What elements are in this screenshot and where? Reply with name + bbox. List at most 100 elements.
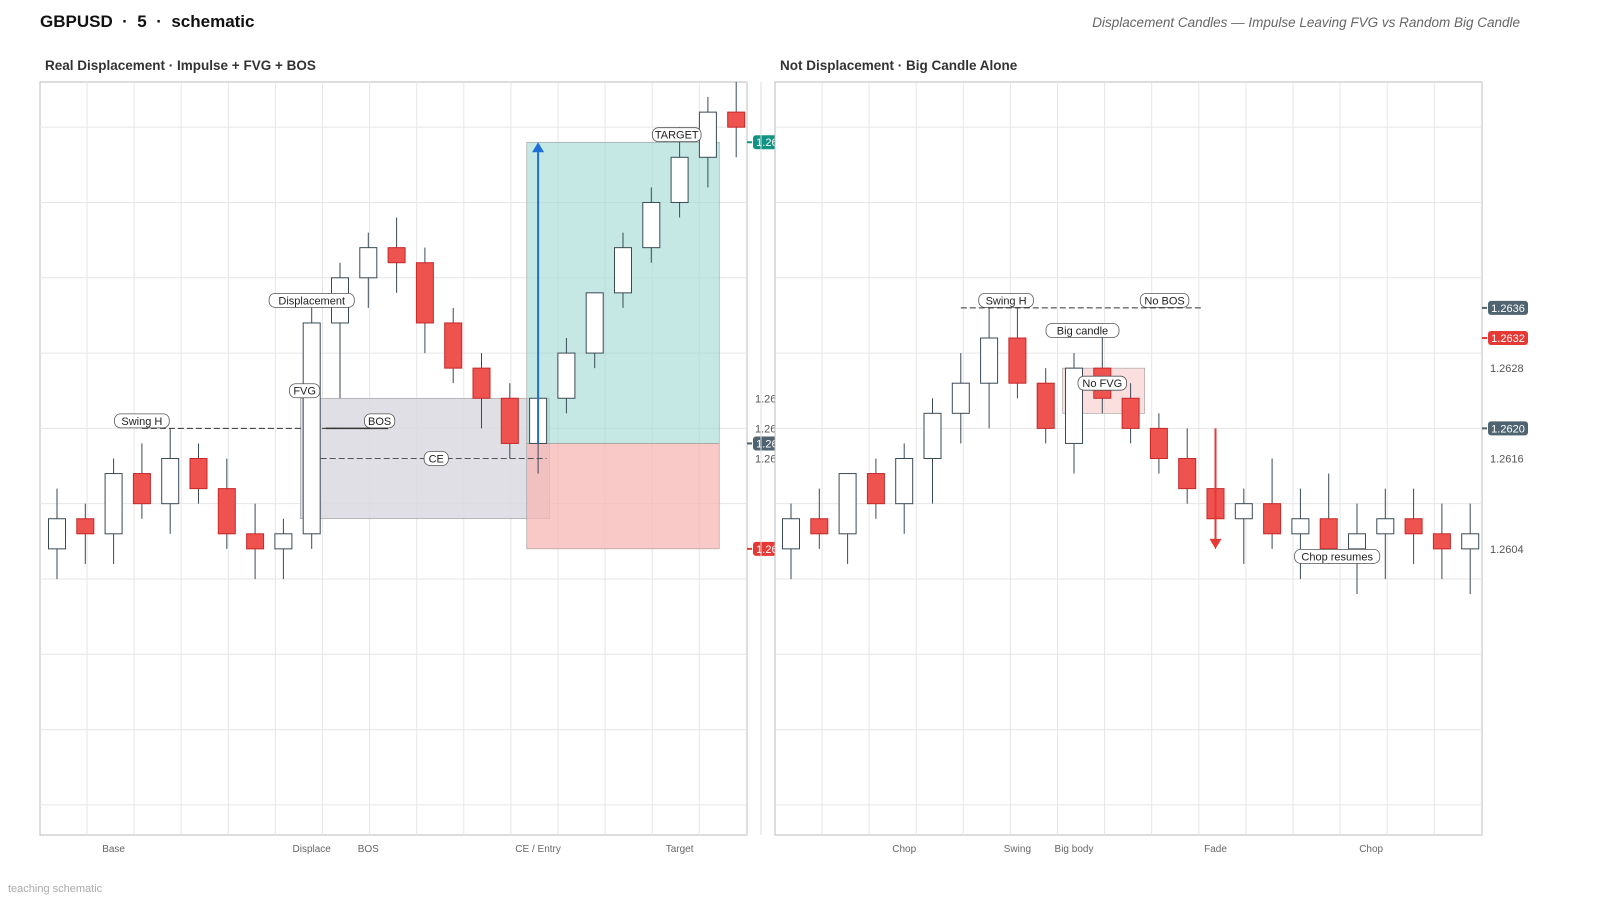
candle-bull	[670, 156, 689, 203]
annotation-label: Displacement	[278, 295, 345, 307]
candle-bear	[472, 367, 491, 399]
candle-bull	[1376, 518, 1395, 535]
price-badge	[1488, 421, 1528, 436]
panel-1: Real Displacement · Impulse + FVG + BOS S…	[39, 58, 793, 855]
candle-bull	[838, 473, 857, 535]
plot-frame	[774, 81, 1483, 836]
candle-bull	[1348, 533, 1366, 550]
y-tick-label: 1.2604	[1490, 544, 1524, 556]
annotation-label: TARGET	[655, 130, 699, 142]
annotation-label: No FVG	[1082, 378, 1122, 390]
mode-label: schematic	[171, 12, 255, 31]
chart-header: GBPUSD · 5 · schematic	[40, 12, 255, 31]
candle-bear	[866, 473, 885, 505]
candle-bull	[585, 292, 604, 354]
candle-bull	[104, 473, 123, 535]
annotation-box	[978, 292, 1034, 308]
annotation-label: BOS	[368, 416, 391, 428]
annotation-box	[364, 413, 396, 429]
candle-bull	[1234, 503, 1253, 520]
candle-bear	[246, 533, 265, 550]
candle-bear	[1263, 503, 1282, 535]
fade-arrow-head	[1209, 538, 1222, 549]
candle-bear	[1149, 427, 1168, 460]
candle-bear	[444, 322, 463, 369]
price-badge-label: 1.2632	[1491, 333, 1525, 345]
candle-bull	[923, 412, 942, 460]
candle-bear	[217, 488, 236, 535]
panel-title: Real Displacement · Impulse + FVG + BOS	[45, 58, 316, 73]
chart-subtitle: Displacement Candles — Impulse Leaving F…	[1092, 15, 1520, 30]
x-tick-label: Target	[666, 844, 694, 855]
candle-bear	[1121, 397, 1140, 429]
candle-bear	[76, 518, 95, 535]
annotation-box	[268, 292, 355, 308]
target-arrow-head	[532, 142, 545, 153]
candle-bear	[500, 397, 519, 444]
candle-bear	[1319, 518, 1338, 550]
candle-bear	[387, 247, 406, 264]
x-tick-label: Displace	[293, 844, 332, 855]
symbol-label: GBPUSD	[40, 12, 113, 31]
candle-bull	[895, 458, 914, 505]
price-badge-label: 1.2636	[1491, 303, 1525, 315]
candle-bull	[1461, 533, 1480, 550]
x-tick-label: Swing	[1004, 844, 1031, 855]
candle-bull	[642, 201, 661, 249]
candle-bull	[782, 518, 800, 550]
candle-bear	[727, 111, 746, 128]
y-tick-label: 1.2628	[1490, 363, 1524, 375]
candle-bear	[415, 262, 434, 324]
annotation-label: No BOS	[1144, 295, 1184, 307]
annotation-box	[1139, 292, 1190, 308]
candle-bear	[1178, 458, 1197, 490]
candle-bear	[810, 518, 829, 535]
candle-bull	[698, 111, 717, 158]
x-tick-label: Chop	[1359, 844, 1383, 855]
candle-bull	[557, 352, 576, 399]
stop-zone	[526, 443, 720, 550]
x-tick-label: BOS	[358, 844, 379, 855]
candle-bull	[161, 458, 180, 505]
x-tick-label: Base	[102, 844, 125, 855]
x-tick-label: Fade	[1204, 844, 1227, 855]
annotation-label: CE	[429, 454, 444, 466]
annotation-box	[1077, 375, 1127, 391]
y-tick-label: 1.2616	[1490, 454, 1524, 466]
footer-note: teaching schematic	[8, 883, 103, 895]
panel-title: Not Displacement · Big Candle Alone	[780, 58, 1018, 73]
candle-bull	[1291, 518, 1310, 535]
candle-bear	[1036, 382, 1055, 429]
x-tick-label: Big body	[1055, 844, 1094, 855]
panel-2: Not Displacement · Big Candle Alone Swing…	[774, 58, 1528, 855]
candle-bear	[1432, 533, 1451, 550]
candle-bull	[302, 322, 321, 535]
timeframe-label: 5	[137, 12, 147, 31]
candle-bear	[1008, 337, 1027, 384]
annotation-box	[652, 127, 702, 143]
candle-bull	[359, 247, 378, 279]
annotation-box	[1294, 548, 1381, 564]
annotation-label: Big candle	[1057, 325, 1108, 337]
candle-bear	[1404, 518, 1423, 535]
x-tick-label: CE / Entry	[515, 844, 561, 855]
annotation-label: Swing H	[986, 295, 1027, 307]
candle-bull	[951, 382, 970, 414]
annotation-label: Chop resumes	[1301, 551, 1373, 563]
candle-bull	[614, 247, 632, 294]
candle-bull	[274, 533, 293, 550]
candle-bull	[48, 518, 66, 550]
annotation-box	[289, 383, 321, 399]
x-tick-label: Chop	[892, 844, 916, 855]
annotation-box	[114, 413, 170, 429]
annotation-box	[423, 451, 449, 466]
candle-bull	[980, 337, 999, 384]
annotation-label: FVG	[293, 386, 316, 398]
price-badge	[1488, 331, 1528, 346]
price-badge	[1488, 300, 1528, 315]
annotation-label: Swing H	[121, 416, 162, 428]
candle-bear	[132, 473, 151, 505]
annotation-box	[1045, 323, 1120, 338]
price-badge-label: 1.2620	[1491, 423, 1525, 435]
